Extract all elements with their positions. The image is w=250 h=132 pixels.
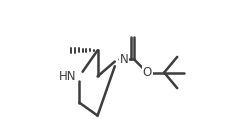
Text: N: N [120, 53, 128, 66]
Text: HN: HN [58, 70, 76, 83]
Text: O: O [142, 66, 152, 79]
